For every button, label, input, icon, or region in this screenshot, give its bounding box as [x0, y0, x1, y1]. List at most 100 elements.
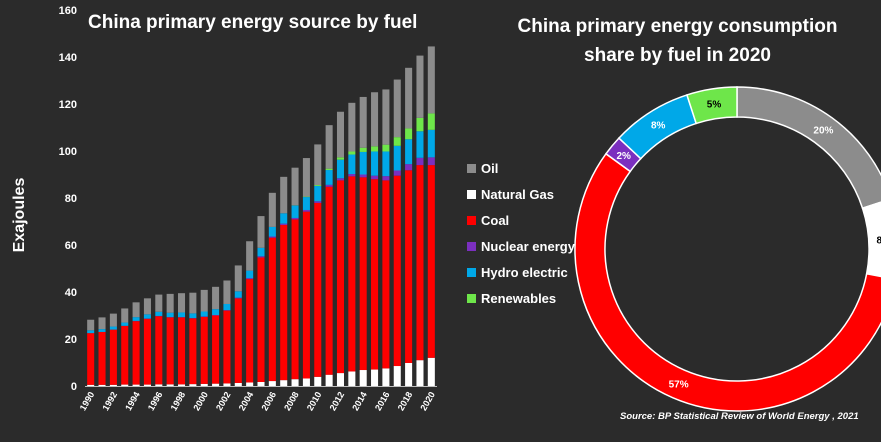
- bar-segment: [325, 184, 333, 187]
- bar-segment: [87, 330, 95, 334]
- legend-swatch-renewables: [467, 293, 476, 303]
- donut-slice-label: 57%: [669, 379, 689, 390]
- bar-segment: [405, 128, 413, 140]
- bar-segment: [427, 129, 435, 158]
- bar-segment: [314, 186, 322, 202]
- bar-segment: [302, 197, 310, 210]
- bar-segment: [155, 384, 163, 386]
- bar-segment: [87, 319, 95, 331]
- legend-item-nuclear: Nuclear energy: [467, 233, 575, 259]
- bar-segment: [371, 179, 379, 370]
- bar-segment: [268, 236, 276, 238]
- bar-segment: [302, 209, 310, 212]
- bar-segment: [325, 168, 333, 171]
- bar-segment: [291, 205, 299, 218]
- legend-item-oil: Oil: [467, 155, 575, 181]
- donut-chart-title: China primary energy consumption share b…: [517, 16, 838, 66]
- bar-segment: [268, 381, 276, 386]
- donut-slice: [685, 86, 738, 125]
- bar-segment: [212, 383, 220, 386]
- source-note: Source: BP Statistical Review of World E…: [620, 411, 859, 422]
- x-tick-label: 1996: [146, 390, 165, 412]
- bar-segment: [132, 321, 140, 385]
- bar-segment: [246, 270, 254, 279]
- bar-segment: [109, 326, 117, 330]
- bar-segment: [223, 383, 231, 386]
- legend-item-natural-gas: Natural Gas: [467, 181, 575, 207]
- bar-segment: [314, 185, 322, 187]
- x-tick-label: 1992: [100, 390, 119, 412]
- y-tick-label: 60: [65, 240, 77, 252]
- bar-segment: [109, 313, 117, 327]
- bar-segment: [234, 297, 242, 299]
- donut-slice-label: 20%: [813, 126, 833, 137]
- bar-segment: [325, 374, 333, 386]
- bar-segment: [314, 202, 322, 377]
- bar-segment: [382, 176, 390, 181]
- bar-segment: [212, 286, 220, 310]
- x-tick-label: 2020: [418, 390, 437, 412]
- bar-segment: [223, 280, 231, 304]
- x-tick-label: 2012: [328, 390, 347, 412]
- bar-segment: [143, 384, 151, 386]
- bar-segment: [325, 186, 333, 375]
- bar-segment: [280, 223, 288, 226]
- bar-segment: [416, 165, 424, 361]
- bar-segment: [416, 55, 424, 118]
- bar-segment: [132, 302, 140, 318]
- bar-segment: [87, 384, 95, 386]
- bar-segment: [393, 79, 401, 138]
- bar-segment: [98, 317, 106, 330]
- bar-segment: [348, 371, 356, 386]
- bar-segment: [121, 325, 129, 385]
- bar-segment: [109, 384, 117, 386]
- y-axis-label: Exajoules: [11, 177, 28, 253]
- bar-segment: [314, 201, 322, 203]
- bar-segment: [348, 102, 356, 152]
- bar-segment: [416, 360, 424, 386]
- bar-segment: [280, 213, 288, 224]
- bar-segment: [166, 317, 174, 385]
- bar-segment: [336, 178, 344, 181]
- x-tick-label: 2004: [237, 390, 256, 412]
- donut-slice-label: 8%: [876, 235, 881, 246]
- bar-segment: [178, 317, 186, 385]
- bar-segment: [212, 315, 220, 384]
- bar-segment: [291, 379, 299, 386]
- bar-segment: [359, 174, 367, 178]
- legend-swatch-natural-gas: [467, 189, 476, 199]
- bar-segment: [405, 164, 413, 171]
- bar-segment: [325, 170, 333, 185]
- bar-segment: [371, 92, 379, 147]
- x-tick-label: 2000: [191, 390, 210, 412]
- bar-segment: [87, 333, 95, 385]
- y-tick-label: 140: [59, 52, 77, 64]
- bar-segment: [178, 312, 186, 318]
- bar-segment: [257, 257, 265, 382]
- bar-segment: [371, 369, 379, 386]
- bar-segment: [200, 289, 208, 312]
- bar-segment: [257, 382, 265, 386]
- bar-segment: [234, 298, 242, 383]
- bar-segment: [257, 256, 265, 258]
- bar-segment: [336, 373, 344, 386]
- y-tick-label: 120: [59, 99, 77, 111]
- bar-segment: [189, 313, 197, 319]
- bar-segment: [280, 176, 288, 214]
- bar-segment: [234, 265, 242, 292]
- donut-slice-label: 5%: [707, 99, 722, 110]
- y-tick-label: 160: [59, 5, 77, 17]
- bar-segment: [416, 131, 424, 158]
- bar-segment: [234, 291, 242, 298]
- bar-segment: [348, 154, 356, 175]
- y-tick-label: 0: [71, 381, 77, 393]
- bar-segment: [348, 151, 356, 155]
- bar-segment: [382, 151, 390, 177]
- bar-segment: [268, 237, 276, 382]
- bar-segment: [393, 137, 401, 146]
- bar-segment: [382, 180, 390, 369]
- bar-segment: [382, 144, 390, 152]
- bar-segment: [166, 312, 174, 318]
- legend-label: Renewables: [481, 290, 557, 306]
- x-tick-label: 1998: [169, 390, 188, 412]
